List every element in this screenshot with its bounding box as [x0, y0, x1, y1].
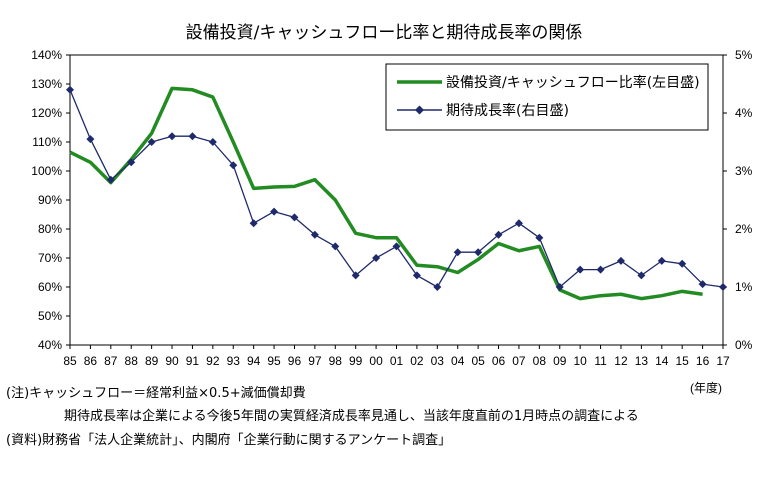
left-tick-label: 110%: [32, 135, 62, 149]
x-tick-label: 15: [676, 354, 690, 368]
series-point-1: [719, 283, 727, 291]
x-tick-label: 09: [553, 354, 567, 368]
series-point-1: [310, 230, 319, 239]
series-point-1: [147, 138, 156, 146]
series-point-1: [66, 85, 74, 94]
series-point-1: [106, 175, 115, 184]
x-tick-label: 00: [369, 354, 383, 368]
left-tick-label: 130%: [31, 77, 62, 91]
series-point-1: [433, 283, 442, 291]
x-tick-label: 08: [533, 354, 547, 368]
x-tick-label: 99: [349, 354, 363, 368]
series-point-1: [168, 132, 177, 141]
series-point-1: [86, 135, 95, 144]
chart-title: 設備投資/キャッシュフロー比率と期待成長率の関係: [186, 23, 583, 43]
series-point-1: [249, 219, 258, 228]
series-point-1: [208, 138, 217, 146]
x-tick-label: 96: [288, 354, 302, 368]
series-line-0: [69, 86, 703, 301]
x-tick-label: 85: [63, 354, 77, 368]
series-point-1: [576, 265, 585, 274]
x-tick-label: 10: [573, 354, 587, 368]
legend-box: [385, 63, 709, 131]
x-tick-label: 04: [451, 354, 465, 368]
x-tick-label: 93: [227, 354, 241, 368]
left-tick-label: 120%: [31, 106, 62, 120]
series-point-1: [290, 213, 299, 222]
left-tick-label: 70%: [38, 251, 62, 265]
x-tick-label: 95: [267, 354, 281, 368]
x-tick-label: 17: [716, 354, 730, 368]
x-tick-label: 01: [390, 354, 404, 368]
left-tick-label: 100%: [31, 164, 62, 178]
left-tick-label: 60%: [38, 280, 62, 294]
x-tick-label: 11: [594, 354, 607, 368]
series-point-1: [678, 259, 687, 268]
x-tick-label: 86: [84, 354, 98, 368]
series-point-1: [535, 233, 544, 242]
x-tick-label: 03: [431, 354, 445, 368]
right-tick-label: 0%: [735, 338, 753, 352]
right-tick-label: 4%: [735, 106, 753, 120]
x-tick-label: 13: [635, 354, 649, 368]
note-sources: (資料)財務省「法人企業統計」、内閣府「企業行動に関するアンケート調査」: [6, 433, 452, 448]
series-point-1: [270, 207, 279, 216]
legend: 設備投資/キャッシュフロー比率(左目盛) 期待成長率(右目盛): [385, 63, 709, 131]
x-tick-label: 91: [186, 354, 200, 368]
left-tick-label: 80%: [38, 222, 62, 236]
series-point-1: [616, 256, 625, 265]
right-tick-label: 5%: [735, 48, 753, 62]
left-tick-label: 140%: [31, 48, 62, 62]
legend-label-ratio: 設備投資/キャッシュフロー比率(左目盛): [446, 74, 700, 91]
series-point-1: [392, 242, 401, 251]
left-tick-label: 50%: [38, 309, 62, 323]
series-point-1: [555, 283, 564, 291]
legend-label-growth: 期待成長率(右目盛): [446, 102, 569, 119]
x-tick-label: 88: [125, 354, 139, 368]
x-tick-label: 16: [696, 354, 710, 368]
series-point-1: [657, 256, 666, 265]
x-tick-label: 92: [206, 354, 220, 368]
x-axis: 85 86 87 88 89 90 91 92 93 94 95 96 97 98 99 00 01 02 03 04…: [63, 345, 730, 368]
x-tick-label: 06: [492, 354, 506, 368]
note-expected-growth: 期待成長率は企業による今後5年間の実質経済成長率見通し、当該年度直前の1月時点の…: [64, 409, 639, 424]
x-tick-label: 90: [165, 354, 179, 368]
series-point-1: [698, 280, 707, 289]
left-tick-label: 40%: [38, 338, 62, 352]
series-point-1: [188, 132, 197, 141]
series-point-1: [453, 248, 462, 257]
x-tick-label: 07: [512, 354, 526, 368]
x-unit-label: (年度): [690, 380, 722, 395]
series-layer: [66, 85, 727, 301]
right-tick-label: 2%: [735, 222, 753, 236]
series-point-1: [474, 248, 483, 257]
series-point-1: [351, 271, 360, 280]
left-y-axis: 40% 50% 60% 70% 80% 90% 100% 110% 120% 130% 140%: [31, 48, 70, 352]
x-tick-label: 14: [655, 354, 669, 368]
x-tick-label: 87: [104, 354, 118, 368]
series-point-1: [412, 271, 421, 280]
series-point-1: [331, 242, 340, 251]
series-point-1: [596, 265, 605, 274]
note-cashflow: (注)キャッシュフロー＝経常利益×0.5+減価償却費: [6, 386, 306, 401]
x-tick-label: 02: [410, 354, 424, 368]
legend-marker-growth: [415, 105, 424, 115]
x-tick-label: 05: [471, 354, 485, 368]
series-point-1: [637, 271, 646, 280]
right-tick-label: 1%: [735, 280, 753, 294]
series-point-1: [494, 230, 503, 239]
series-point-1: [127, 158, 136, 167]
x-tick-label: 94: [247, 354, 261, 368]
left-tick-label: 90%: [38, 193, 62, 207]
x-tick-label: 89: [145, 354, 159, 368]
right-tick-label: 3%: [735, 164, 753, 178]
x-tick-label: 97: [308, 354, 322, 368]
right-y-axis: 0% 1% 2% 3% 4% 5%: [723, 48, 753, 352]
series-point-1: [514, 219, 523, 228]
x-tick-label: 12: [614, 354, 628, 368]
x-tick-label: 98: [329, 354, 343, 368]
series-point-1: [372, 254, 381, 262]
series-point-1: [229, 161, 238, 170]
